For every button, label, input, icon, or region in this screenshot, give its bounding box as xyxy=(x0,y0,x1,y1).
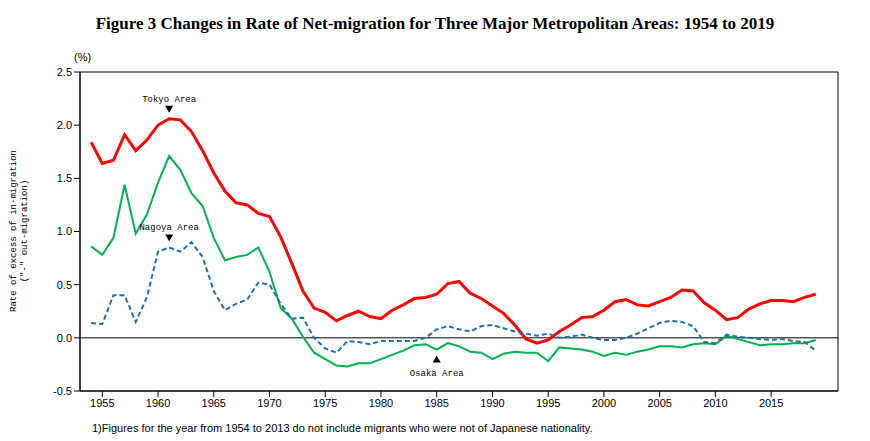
svg-text:0.0: 0.0 xyxy=(57,332,72,344)
svg-text:Osaka Area: Osaka Area xyxy=(410,369,465,379)
svg-text:-0.5: -0.5 xyxy=(53,385,72,397)
html-text:Figure 3 Changes in Rate of Ne: Figure 3 Changes in Rate of Net-migratio… xyxy=(95,14,775,33)
svg-text:2.5: 2.5 xyxy=(57,66,72,78)
html-text:Rate of excess of in-migration: Rate of excess of in-migration xyxy=(9,150,19,312)
svg-text:0.5: 0.5 xyxy=(57,279,72,291)
svg-text:1955: 1955 xyxy=(90,397,114,409)
svg-text:1995: 1995 xyxy=(536,397,560,409)
svg-text:2005: 2005 xyxy=(647,397,671,409)
svg-text:1960: 1960 xyxy=(146,397,170,409)
svg-text:Nagoya Area: Nagoya Area xyxy=(139,223,199,233)
svg-text:1990: 1990 xyxy=(480,397,504,409)
svg-text:1975: 1975 xyxy=(313,397,337,409)
svg-text:1985: 1985 xyxy=(424,397,448,409)
html-text:1)Figures for the year from 19: 1)Figures for the year from 1954 to 2013… xyxy=(92,422,593,434)
svg-text:1970: 1970 xyxy=(257,397,281,409)
svg-text:1.0: 1.0 xyxy=(57,225,72,237)
html-text:("-" out-migration): ("-" out-migration) xyxy=(20,179,30,283)
svg-text:Tokyo Area: Tokyo Area xyxy=(142,95,197,105)
svg-text:2.0: 2.0 xyxy=(57,119,72,131)
svg-text:1980: 1980 xyxy=(369,397,393,409)
svg-text:2000: 2000 xyxy=(592,397,616,409)
svg-text:1965: 1965 xyxy=(202,397,226,409)
svg-text:2015: 2015 xyxy=(759,397,783,409)
svg-text:1.5: 1.5 xyxy=(57,172,72,184)
svg-text:2010: 2010 xyxy=(703,397,727,409)
